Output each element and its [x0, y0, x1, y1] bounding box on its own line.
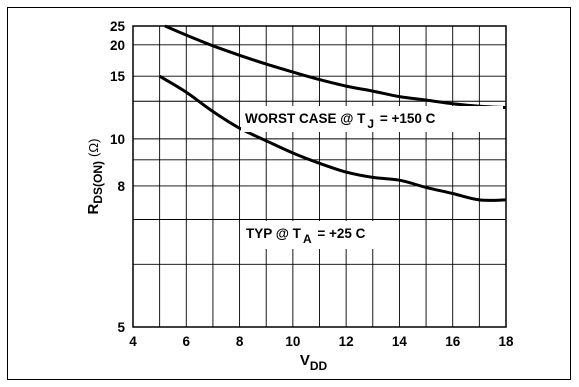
chart-frame — [7, 7, 571, 380]
y-tick-labels: 5 8 10 15 20 25 — [110, 19, 126, 335]
series-worst-case-line — [164, 24, 507, 109]
y-axis-label-main: R — [85, 203, 102, 214]
x-tick-label: 16 — [445, 334, 461, 349]
x-tick-label: 4 — [129, 334, 137, 349]
x-axis-label-sub: DD — [310, 359, 328, 373]
x-tick-label: 8 — [236, 334, 244, 349]
y-tick-label: 8 — [117, 179, 125, 194]
y-tick-label: 5 — [117, 320, 125, 335]
y-tick-label: 15 — [110, 69, 126, 84]
annotation-subscript: A — [303, 232, 312, 246]
x-tick-label: 6 — [183, 334, 191, 349]
y-axis-label-sub: DS(ON) — [91, 161, 105, 204]
annotation-main: WORST CASE @ T — [245, 111, 366, 126]
annotation-background — [241, 221, 391, 249]
x-axis-label: VDD — [300, 352, 328, 373]
series-typ-line — [158, 74, 507, 202]
annotation-background — [241, 106, 503, 132]
x-tick-label: 12 — [339, 334, 354, 349]
annotation-tail: = +150 C — [376, 111, 436, 126]
y-axis-label: RDS(ON) (Ω) — [85, 139, 105, 215]
annotation-main: TYP @ T — [246, 226, 302, 241]
y-tick-label: 10 — [110, 132, 125, 147]
y-axis-label-unit: (Ω) — [86, 139, 101, 157]
x-tick-label: 10 — [285, 334, 300, 349]
annotation-subscript: J — [367, 117, 374, 131]
grid — [133, 26, 506, 327]
x-tick-label: 14 — [392, 334, 408, 349]
y-tick-label: 25 — [110, 19, 126, 34]
x-tick-label: 18 — [498, 334, 514, 349]
annotation-tail: = +25 C — [314, 226, 366, 241]
x-axis-label-main: V — [300, 352, 310, 369]
x-tick-labels: 4 6 8 10 12 14 16 18 — [129, 334, 514, 349]
series-group — [158, 24, 507, 202]
y-tick-label: 20 — [110, 38, 125, 53]
